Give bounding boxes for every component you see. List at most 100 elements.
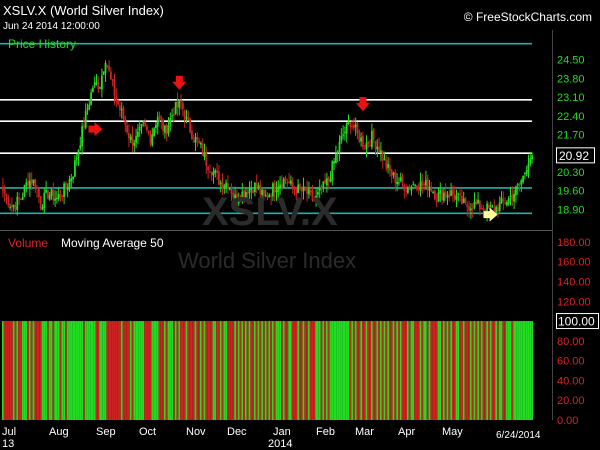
- price-candle-body: [50, 189, 53, 196]
- price-candle-body: [311, 190, 314, 201]
- volume-bar: [239, 321, 242, 420]
- volume-bar: [16, 321, 19, 420]
- price-candle-body: [284, 177, 287, 181]
- x-tick-label: Apr: [398, 426, 415, 438]
- brand-link[interactable]: © FreeStockCharts.com: [463, 10, 592, 24]
- volume-bar: [378, 321, 380, 420]
- volume-bar: [516, 321, 519, 420]
- price-candle-body: [137, 131, 139, 138]
- volume-tick-label: 40.00: [557, 375, 585, 387]
- price-candle-body: [84, 110, 87, 128]
- price-candle-body: [290, 180, 292, 184]
- price-candle-body: [468, 206, 470, 211]
- price-candle-body: [291, 181, 294, 188]
- price-candle-body: [241, 191, 244, 201]
- price-candle-body: [279, 184, 281, 189]
- price-candle-body: [41, 207, 44, 210]
- volume-bar: [126, 321, 128, 420]
- price-candle-body: [455, 195, 458, 200]
- price-candle-body: [234, 194, 236, 199]
- volume-bar: [513, 321, 515, 420]
- price-candle-body: [236, 193, 238, 203]
- price-candle-body: [250, 188, 253, 191]
- volume-bar: [461, 321, 463, 420]
- price-candle-body: [120, 109, 123, 111]
- price-candle-body: [2, 186, 4, 191]
- volume-bar: [470, 321, 472, 420]
- volume-bar: [54, 321, 56, 420]
- price-candle-body: [207, 166, 209, 171]
- price-candle-body: [147, 131, 150, 134]
- volume-bar: [453, 321, 456, 420]
- volume-bar: [529, 321, 532, 420]
- price-candle-body: [110, 71, 112, 80]
- price-candle-body: [335, 153, 337, 164]
- volume-bar: [347, 321, 350, 420]
- volume-bar: [124, 321, 127, 420]
- volume-bar: [142, 321, 145, 420]
- price-candle-body: [437, 192, 440, 201]
- volume-bar: [527, 321, 530, 420]
- volume-bar: [248, 321, 251, 420]
- price-candle-body: [479, 200, 481, 210]
- price-candle-body: [245, 191, 247, 199]
- price-candle-body: [88, 104, 91, 110]
- price-candle-body: [23, 185, 26, 197]
- volume-bar: [410, 321, 413, 420]
- volume-bar: [182, 321, 184, 420]
- price-candle-body: [378, 146, 380, 153]
- volume-bar: [351, 321, 353, 420]
- price-candle-body: [470, 208, 472, 211]
- volume-bar: [471, 321, 474, 420]
- price-candle-body: [268, 194, 271, 198]
- price-candle-body: [401, 175, 404, 184]
- price-candle-body: [387, 163, 389, 168]
- volume-bar: [173, 321, 175, 420]
- price-candle-body: [383, 158, 386, 160]
- volume-bar: [495, 321, 497, 420]
- price-candle-body: [104, 63, 107, 73]
- volume-bar: [282, 321, 285, 420]
- volume-bar: [113, 321, 116, 420]
- x-tick-label: May: [442, 426, 463, 438]
- price-candle-body: [144, 121, 146, 126]
- volume-bar: [441, 321, 443, 420]
- volume-bar: [72, 321, 74, 420]
- price-candle-body: [302, 186, 305, 192]
- price-tick-label: 18.90: [557, 204, 585, 216]
- price-candle-body: [405, 190, 407, 192]
- volume-bar: [324, 321, 326, 420]
- price-candle-body: [246, 191, 249, 195]
- volume-bar: [288, 321, 290, 420]
- volume-bar: [192, 321, 195, 420]
- volume-bar: [7, 321, 10, 420]
- price-candle-body: [189, 118, 191, 133]
- price-tick-label: 19.60: [557, 186, 585, 198]
- volume-bar: [313, 321, 316, 420]
- volume-bar: [129, 321, 132, 420]
- volume-bar: [38, 321, 40, 420]
- volume-bar: [61, 321, 64, 420]
- price-candle-body: [5, 194, 8, 197]
- price-candle-body: [365, 142, 368, 149]
- volume-bar: [281, 321, 283, 420]
- x-tick-label: Jan: [273, 426, 291, 438]
- price-candle-body: [205, 152, 208, 166]
- volume-bar: [32, 321, 35, 420]
- price-candle-body: [408, 186, 411, 190]
- price-candle-body: [416, 185, 418, 190]
- volume-bar: [83, 321, 85, 420]
- price-candle-body: [385, 159, 388, 170]
- price-candle-body: [164, 125, 166, 133]
- volume-bar: [97, 321, 100, 420]
- volume-bar: [344, 321, 346, 420]
- price-candle-body: [295, 187, 298, 195]
- volume-bar: [111, 321, 114, 420]
- volume-bar: [194, 321, 197, 420]
- price-candle-body: [47, 190, 49, 199]
- price-candle-body: [509, 195, 512, 197]
- volume-bar: [290, 321, 292, 420]
- price-candle-body: [374, 140, 377, 149]
- volume-bar: [504, 321, 506, 420]
